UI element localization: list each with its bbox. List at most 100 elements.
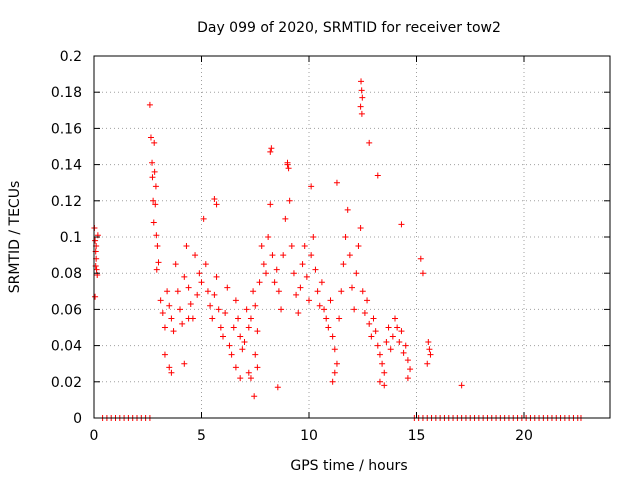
data-point	[355, 243, 362, 250]
data-point	[252, 302, 259, 309]
x-axis-label: GPS time / hours	[290, 458, 407, 474]
data-point	[207, 302, 214, 309]
data-point	[273, 266, 280, 273]
data-point	[166, 302, 173, 309]
data-point	[174, 288, 181, 295]
data-point	[151, 139, 158, 146]
data-point	[200, 215, 207, 222]
data-point	[366, 320, 373, 327]
data-point	[263, 270, 269, 277]
data-point	[340, 261, 347, 268]
data-point	[396, 338, 403, 345]
data-point	[379, 360, 386, 367]
data-point	[168, 315, 175, 322]
data-point	[344, 206, 351, 213]
data-point	[185, 315, 192, 322]
data-point	[407, 366, 414, 373]
data-point	[338, 288, 345, 295]
data-point	[194, 291, 201, 298]
data-point	[333, 179, 340, 186]
data-point	[323, 315, 330, 322]
data-point	[325, 324, 332, 331]
data-point	[310, 234, 317, 240]
data-point	[293, 291, 300, 298]
data-point	[385, 324, 392, 331]
data-point	[202, 261, 209, 268]
data-point	[172, 261, 179, 268]
data-point	[357, 103, 364, 110]
data-point	[342, 234, 349, 240]
data-point	[168, 369, 175, 376]
data-point	[404, 375, 411, 382]
data-point	[170, 328, 177, 335]
data-point	[376, 351, 383, 358]
data-point	[265, 234, 272, 240]
data-point	[327, 297, 334, 304]
data-point	[150, 197, 157, 204]
chart-title: Day 099 of 2020, SRMTID for receiver tow…	[197, 20, 501, 36]
data-point	[179, 320, 186, 327]
data-point	[389, 333, 396, 340]
y-tick-label: 0.2	[60, 49, 82, 65]
data-point	[153, 266, 160, 273]
y-tick-label: 0.14	[51, 158, 82, 174]
data-point	[209, 315, 216, 322]
data-point	[358, 110, 365, 117]
data-point	[260, 261, 267, 268]
y-tick-label: 0.08	[51, 266, 82, 282]
data-point	[147, 134, 154, 141]
data-point	[237, 333, 244, 340]
data-point	[359, 288, 366, 295]
data-point	[398, 221, 405, 228]
data-point	[211, 195, 218, 202]
data-point	[426, 346, 433, 353]
data-point	[368, 333, 375, 340]
x-tick-label: 15	[408, 428, 426, 444]
data-point	[374, 172, 381, 179]
data-point	[155, 259, 162, 266]
data-point	[424, 360, 431, 367]
y-tick-label: 0.18	[51, 85, 82, 101]
data-point	[92, 237, 99, 244]
data-point	[252, 351, 259, 358]
data-point	[274, 384, 281, 391]
data-point	[268, 145, 275, 152]
data-point	[318, 279, 325, 286]
data-point	[419, 270, 426, 277]
data-point	[224, 284, 231, 291]
y-tick-label: 0	[73, 411, 82, 427]
data-point	[92, 293, 99, 300]
data-point	[329, 333, 336, 340]
x-tick-label: 0	[90, 428, 99, 444]
data-point	[267, 148, 274, 155]
data-point	[149, 174, 156, 181]
data-point	[154, 243, 161, 250]
data-point	[245, 324, 252, 331]
data-point	[152, 201, 159, 208]
data-point	[267, 201, 274, 208]
grid-layer	[94, 56, 610, 418]
data-point	[383, 338, 390, 345]
y-tick-label: 0.1	[60, 230, 82, 246]
data-point	[146, 101, 153, 108]
data-point	[161, 351, 168, 358]
data-point	[358, 78, 365, 85]
data-point	[303, 273, 310, 280]
x-tick-label: 10	[300, 428, 318, 444]
data-point	[187, 300, 194, 307]
data-point	[177, 306, 183, 313]
data-point	[271, 279, 278, 286]
data-point	[402, 342, 409, 349]
data-point	[331, 346, 338, 353]
data-point	[254, 364, 261, 371]
data-point	[250, 288, 257, 295]
data-point	[331, 369, 338, 376]
data-point	[336, 315, 343, 322]
data-point	[316, 302, 323, 309]
data-point	[280, 252, 287, 259]
data-point	[333, 360, 340, 367]
data-point	[181, 273, 188, 280]
data-point	[164, 288, 171, 295]
tick-labels: 0 0.02 0.04 0.06 0.08 0.1 0.12 0.14 0.16 0.18 0.2 0…	[51, 49, 533, 444]
